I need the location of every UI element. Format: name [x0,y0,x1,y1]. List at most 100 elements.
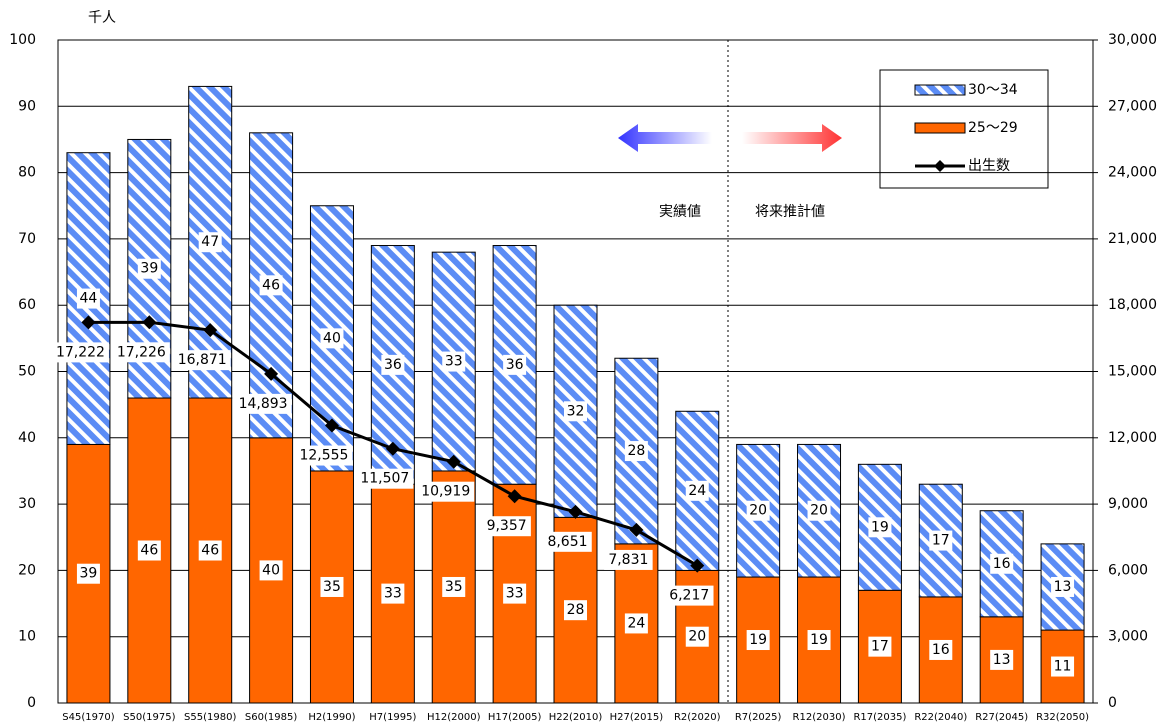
label-bg [76,563,100,584]
data-label: 46 [140,543,158,559]
y-tick-label: 30 [18,496,36,512]
label-bg [198,232,222,253]
data-label: 13 [1054,579,1072,595]
data-label: 20 [810,503,828,519]
y2-tick-label: 12,000 [1108,430,1157,446]
label-bg [137,258,161,279]
label-bg [381,583,405,604]
x-tick-label: R2(2020) [674,712,721,723]
x-tick-label: H2(1990) [308,712,355,723]
data-label: 17,226 [117,344,166,360]
label-bg [543,531,592,552]
label-bg [665,585,714,606]
bar [918,596,963,704]
arrow-left [618,124,712,152]
label-bg [564,600,587,621]
label-bg [807,630,831,651]
marker [264,366,279,381]
data-label: 47 [201,234,219,250]
data-label: 6,217 [669,588,709,604]
label-bg [990,649,1014,670]
x-tick-label: R27(2045) [975,712,1028,723]
label-bg [604,549,653,570]
data-label: 14,893 [239,396,288,412]
data-label: 17 [932,533,950,549]
data-label: 17,222 [56,344,105,360]
x-tick-label: R7(2025) [735,712,782,723]
x-tick-label: R17(2035) [853,712,906,723]
data-label: 10,919 [421,484,470,500]
x-tick-label: S55(1980) [184,712,236,723]
label-bg [137,540,161,561]
label-bg [76,288,100,309]
y2-tick-label: 24,000 [1108,165,1157,181]
x-tick-label: S60(1985) [245,712,297,723]
data-label: 8,651 [547,534,587,550]
data-label: 16,871 [178,352,227,368]
legend-marker [934,160,946,172]
data-label: 39 [80,566,98,582]
label-bg [417,481,475,502]
x-tick-label: R22(2040) [914,712,967,723]
label-bg [868,636,892,657]
marker [81,315,96,330]
legend-swatch [914,122,966,134]
label-bg [442,576,466,597]
data-label: 24 [688,483,706,499]
label-bg [503,354,527,375]
label-bg [51,342,109,363]
x-tick-label: S50(1975) [123,712,175,723]
label-bg [807,500,831,521]
legend-label: 30～34 [968,82,1018,98]
y-tick-label: 60 [18,297,36,313]
bar [431,470,476,704]
bar [431,251,476,472]
data-label: 33 [384,586,402,602]
data-label: 39 [140,261,158,277]
marker [385,441,400,456]
data-label: 35 [445,579,463,595]
arrow-right [742,124,842,152]
label-bg [624,613,648,634]
data-label: 11 [1054,659,1072,675]
x-tick-label: H7(1995) [369,712,416,723]
y-tick-label: 20 [18,562,36,578]
data-label: 19 [810,632,828,648]
label-bg [198,540,222,561]
data-label: 17 [871,639,889,655]
x-tick-label: R32(2050) [1036,712,1089,723]
marker [568,504,583,519]
data-label: 40 [323,330,341,346]
y2-tick-label: 9,000 [1108,496,1148,512]
data-label: 46 [201,543,219,559]
y-tick-label: 80 [18,165,36,181]
label-bg [929,530,953,551]
legend-label: 25～29 [968,120,1018,136]
marker [203,323,218,338]
data-label: 33 [506,586,524,602]
label-bg [112,342,170,363]
y-tick-label: 40 [18,430,36,446]
x-tick-label: H22(2010) [549,712,603,723]
label-bg [442,351,466,372]
annotation: 将来推計値 [755,204,825,220]
label-bg [685,480,709,501]
data-label: 46 [262,277,280,293]
data-label: 13 [993,652,1011,668]
label-bg [381,354,405,375]
data-label: 44 [80,291,98,307]
y-tick-label: 100 [9,32,36,48]
label-bg [295,445,353,466]
y-tick-label: 70 [18,231,36,247]
marker [507,489,522,504]
label-bg [685,626,709,647]
marker [690,558,705,573]
y2-tick-label: 18,000 [1108,297,1157,313]
label-bg [746,630,770,651]
x-tick-label: H27(2015) [610,712,664,723]
data-label: 36 [384,357,402,373]
label-bg [320,328,344,349]
data-label: 9,357 [487,518,527,534]
label-bg [173,350,231,371]
